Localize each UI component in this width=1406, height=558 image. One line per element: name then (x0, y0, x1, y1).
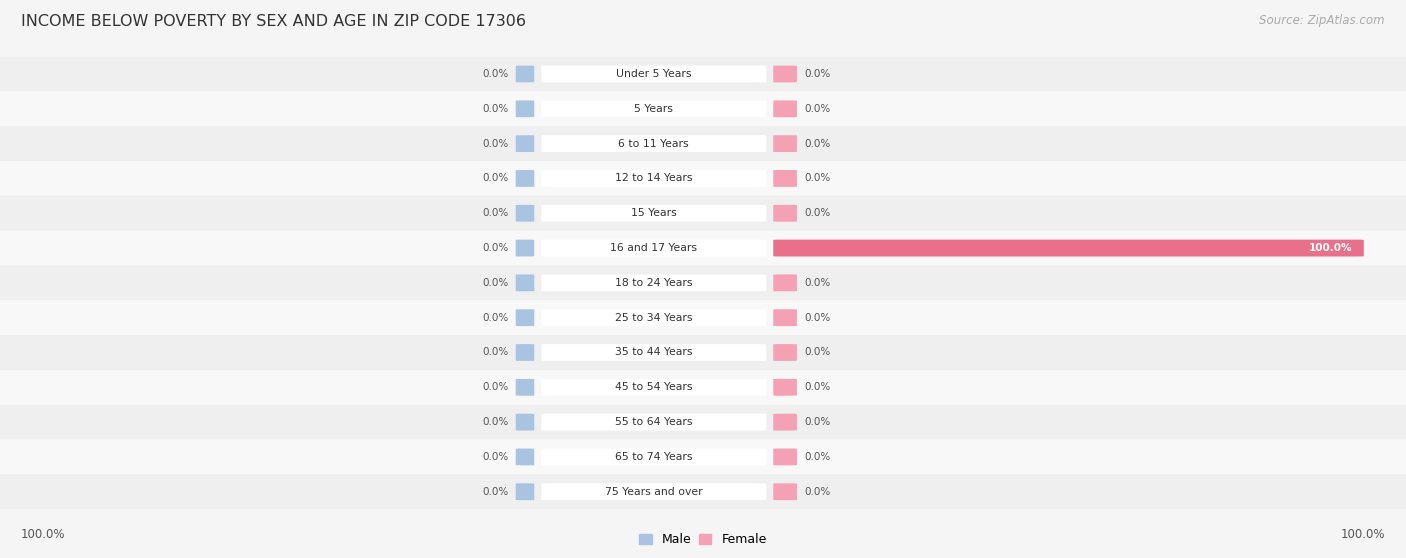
FancyBboxPatch shape (773, 135, 797, 152)
Text: 100.0%: 100.0% (1340, 528, 1385, 541)
FancyBboxPatch shape (516, 344, 534, 361)
FancyBboxPatch shape (516, 170, 534, 187)
Text: 0.0%: 0.0% (482, 417, 509, 427)
Text: 0.0%: 0.0% (482, 348, 509, 358)
FancyBboxPatch shape (541, 413, 766, 431)
FancyBboxPatch shape (541, 205, 766, 222)
Text: Under 5 Years: Under 5 Years (616, 69, 692, 79)
FancyBboxPatch shape (541, 66, 766, 83)
FancyBboxPatch shape (773, 449, 797, 465)
FancyBboxPatch shape (0, 161, 1406, 196)
Text: 0.0%: 0.0% (804, 348, 830, 358)
Text: 0.0%: 0.0% (804, 312, 830, 323)
FancyBboxPatch shape (516, 449, 534, 465)
FancyBboxPatch shape (516, 379, 534, 396)
Text: 0.0%: 0.0% (482, 452, 509, 462)
Text: 0.0%: 0.0% (482, 278, 509, 288)
Text: 25 to 34 Years: 25 to 34 Years (614, 312, 693, 323)
Text: 18 to 24 Years: 18 to 24 Years (614, 278, 693, 288)
Text: 0.0%: 0.0% (482, 104, 509, 114)
FancyBboxPatch shape (0, 266, 1406, 300)
Text: 0.0%: 0.0% (482, 208, 509, 218)
FancyBboxPatch shape (773, 379, 797, 396)
FancyBboxPatch shape (541, 135, 766, 152)
FancyBboxPatch shape (773, 170, 797, 187)
FancyBboxPatch shape (773, 413, 797, 431)
FancyBboxPatch shape (541, 449, 766, 465)
Text: 6 to 11 Years: 6 to 11 Years (619, 138, 689, 148)
Text: 45 to 54 Years: 45 to 54 Years (614, 382, 693, 392)
Text: 0.0%: 0.0% (482, 487, 509, 497)
Text: 0.0%: 0.0% (804, 417, 830, 427)
Text: 35 to 44 Years: 35 to 44 Years (614, 348, 693, 358)
Text: 0.0%: 0.0% (804, 487, 830, 497)
Text: 0.0%: 0.0% (804, 208, 830, 218)
FancyBboxPatch shape (541, 379, 766, 396)
FancyBboxPatch shape (0, 92, 1406, 126)
FancyBboxPatch shape (0, 335, 1406, 370)
Text: 65 to 74 Years: 65 to 74 Years (614, 452, 693, 462)
FancyBboxPatch shape (516, 239, 534, 257)
FancyBboxPatch shape (773, 275, 797, 291)
FancyBboxPatch shape (541, 483, 766, 500)
FancyBboxPatch shape (541, 170, 766, 187)
Text: 15 Years: 15 Years (631, 208, 676, 218)
Text: Source: ZipAtlas.com: Source: ZipAtlas.com (1260, 14, 1385, 27)
FancyBboxPatch shape (0, 300, 1406, 335)
FancyBboxPatch shape (516, 483, 534, 500)
Text: 0.0%: 0.0% (482, 382, 509, 392)
FancyBboxPatch shape (0, 440, 1406, 474)
FancyBboxPatch shape (773, 100, 797, 117)
FancyBboxPatch shape (773, 483, 797, 500)
FancyBboxPatch shape (0, 370, 1406, 405)
Text: 0.0%: 0.0% (804, 452, 830, 462)
FancyBboxPatch shape (0, 474, 1406, 509)
FancyBboxPatch shape (0, 405, 1406, 440)
Text: 0.0%: 0.0% (482, 138, 509, 148)
FancyBboxPatch shape (773, 344, 797, 361)
Text: 12 to 14 Years: 12 to 14 Years (614, 174, 693, 184)
Text: 0.0%: 0.0% (482, 243, 509, 253)
Text: 0.0%: 0.0% (804, 69, 830, 79)
Text: 0.0%: 0.0% (482, 69, 509, 79)
FancyBboxPatch shape (541, 309, 766, 326)
FancyBboxPatch shape (773, 205, 797, 222)
Text: 100.0%: 100.0% (1309, 243, 1353, 253)
Text: 0.0%: 0.0% (482, 174, 509, 184)
Text: 0.0%: 0.0% (804, 138, 830, 148)
Text: 16 and 17 Years: 16 and 17 Years (610, 243, 697, 253)
FancyBboxPatch shape (516, 135, 534, 152)
Text: INCOME BELOW POVERTY BY SEX AND AGE IN ZIP CODE 17306: INCOME BELOW POVERTY BY SEX AND AGE IN Z… (21, 14, 526, 29)
FancyBboxPatch shape (773, 239, 1364, 257)
Text: 55 to 64 Years: 55 to 64 Years (614, 417, 693, 427)
FancyBboxPatch shape (541, 275, 766, 291)
FancyBboxPatch shape (516, 309, 534, 326)
Text: 0.0%: 0.0% (804, 382, 830, 392)
FancyBboxPatch shape (0, 196, 1406, 230)
FancyBboxPatch shape (516, 66, 534, 83)
FancyBboxPatch shape (541, 239, 766, 257)
FancyBboxPatch shape (516, 205, 534, 222)
Text: 75 Years and over: 75 Years and over (605, 487, 703, 497)
FancyBboxPatch shape (0, 230, 1406, 266)
Text: 100.0%: 100.0% (21, 528, 66, 541)
FancyBboxPatch shape (516, 100, 534, 117)
FancyBboxPatch shape (541, 100, 766, 117)
Text: 5 Years: 5 Years (634, 104, 673, 114)
Text: 0.0%: 0.0% (804, 104, 830, 114)
Text: 0.0%: 0.0% (482, 312, 509, 323)
FancyBboxPatch shape (0, 56, 1406, 92)
FancyBboxPatch shape (0, 126, 1406, 161)
FancyBboxPatch shape (516, 413, 534, 431)
Legend: Male, Female: Male, Female (640, 533, 766, 546)
FancyBboxPatch shape (773, 66, 797, 83)
FancyBboxPatch shape (516, 275, 534, 291)
Text: 0.0%: 0.0% (804, 278, 830, 288)
Text: 0.0%: 0.0% (804, 174, 830, 184)
FancyBboxPatch shape (541, 344, 766, 361)
FancyBboxPatch shape (773, 309, 797, 326)
